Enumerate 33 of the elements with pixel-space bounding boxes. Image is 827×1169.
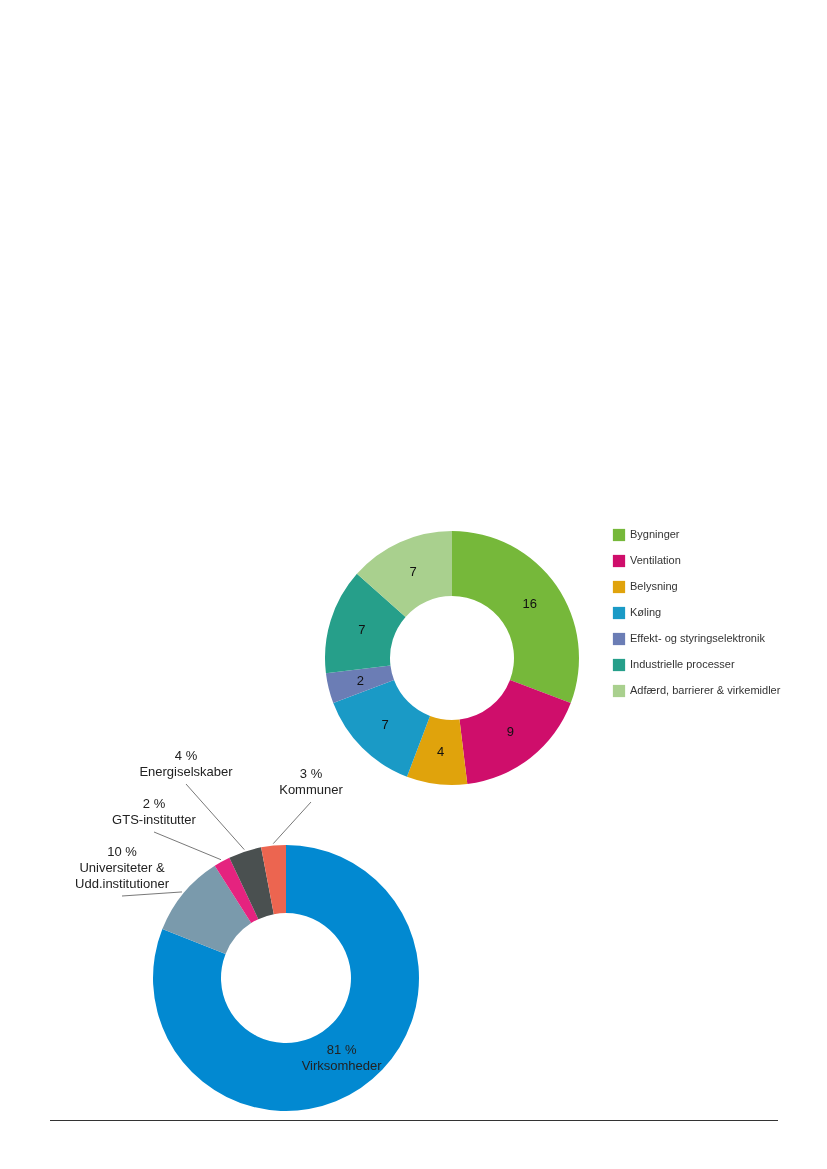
- data-label: 7: [381, 716, 389, 732]
- legend-label: Industrielle processer: [630, 658, 735, 670]
- legend-label: Køling: [630, 606, 662, 618]
- donut-slice: [452, 531, 579, 704]
- data-label: 4: [436, 743, 445, 759]
- donut-slice: [459, 679, 571, 785]
- donut-slice: [406, 715, 468, 785]
- legend-label: Ventilation: [630, 554, 681, 566]
- donut-slice: [325, 573, 406, 674]
- slice-label: Kommuner: [279, 782, 344, 797]
- data-label: 10 %: [107, 844, 138, 859]
- data-label: 4 %: [174, 748, 198, 763]
- data-label: 9: [506, 724, 514, 740]
- donut-slice: [325, 665, 395, 704]
- data-label: 7: [358, 621, 366, 637]
- donut-slice: [214, 857, 259, 924]
- data-label: 7: [409, 563, 417, 579]
- data-label: 81 %: [326, 1041, 357, 1057]
- data-label: 3 %: [299, 766, 323, 781]
- legend-label: Effekt- og styringselektronik: [630, 632, 766, 644]
- data-label: 16: [522, 596, 538, 612]
- data-label: 2 %: [142, 796, 166, 811]
- slice-label: GTS-institutter: [112, 812, 197, 827]
- legend-label: Belysning: [630, 580, 678, 592]
- slice-label: Universiteter & Udd.institutioner: [75, 860, 170, 891]
- donut-slice: [261, 845, 286, 915]
- donut-slice: [356, 531, 452, 617]
- legend-label: Adfærd, barrierer & virkemidler: [630, 684, 781, 696]
- slice-label: Virksomheder: [301, 1057, 383, 1073]
- data-label: 2: [356, 672, 364, 688]
- slice-label: Energiselskaber: [139, 764, 234, 779]
- legend-label: Bygninger: [630, 528, 680, 540]
- donut-slice: [229, 847, 274, 920]
